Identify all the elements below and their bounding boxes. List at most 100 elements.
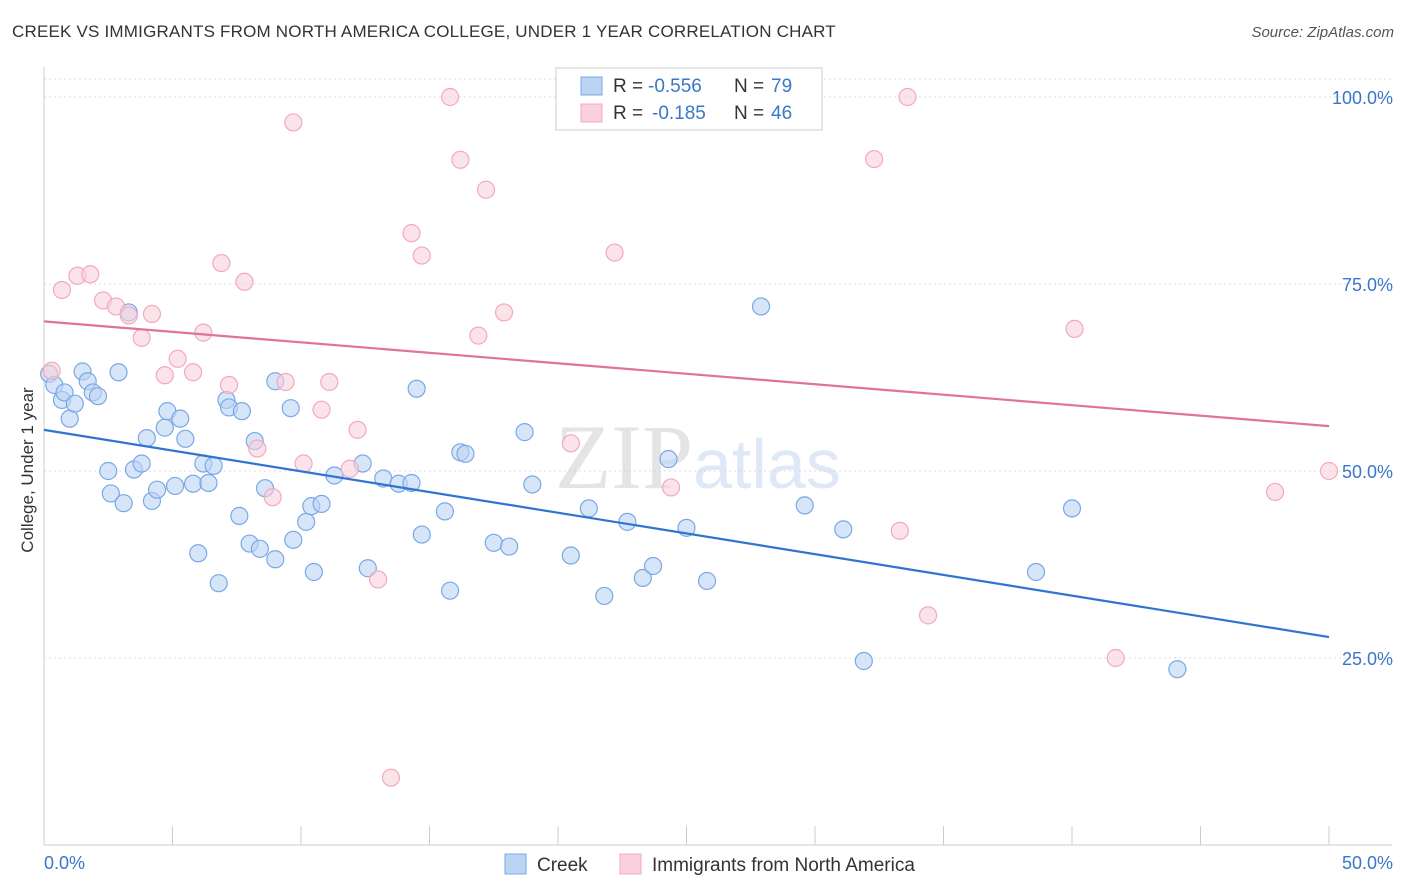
- y-tick-label: 100.0%: [1332, 88, 1393, 108]
- immigrants-point-30: [451, 150, 470, 169]
- immigrants-point-36: [661, 478, 681, 497]
- creek-point-20: [155, 418, 174, 437]
- immigrants-point-38: [890, 521, 909, 540]
- immigrants-point-33: [494, 303, 514, 322]
- creek-point-69: [659, 449, 678, 469]
- creek-point-78: [1168, 660, 1187, 679]
- y-tick-label: 50.0%: [1342, 462, 1393, 482]
- creek-point-65: [595, 586, 614, 606]
- creek-point-64: [579, 499, 598, 518]
- stat-r-label-1: R =: [613, 103, 643, 124]
- creek-point-23: [171, 409, 190, 428]
- creek-point-73: [795, 496, 814, 515]
- stat-n-value-0: 79: [771, 76, 792, 97]
- creek-point-53: [407, 379, 426, 398]
- creek-point-25: [183, 474, 203, 493]
- creek-point-60: [500, 537, 519, 556]
- creek-point-28: [199, 473, 218, 493]
- immigrants-point-15: [235, 272, 254, 291]
- immigrants-point-18: [276, 372, 295, 392]
- creek-point-17: [137, 428, 156, 448]
- immigrants-point-16: [248, 439, 267, 458]
- immigrants-point-3: [81, 265, 100, 284]
- immigrants-point-29: [440, 87, 460, 107]
- immigrants-point-21: [312, 400, 331, 419]
- creek-point-49: [358, 559, 377, 578]
- creek-point-62: [523, 475, 542, 494]
- creek-point-42: [284, 530, 303, 549]
- creek-point-77: [1062, 499, 1082, 518]
- immigrants-point-9: [155, 366, 174, 385]
- creek-trend-line: [43, 428, 1330, 639]
- creek-point-52: [402, 473, 421, 493]
- creek-point-75: [854, 651, 873, 671]
- creek-point-41: [281, 399, 300, 418]
- immigrants-point-34: [561, 434, 580, 453]
- creek-point-30: [209, 574, 228, 593]
- axes: [43, 67, 1392, 846]
- creek-point-72: [751, 297, 771, 316]
- creek-point-43: [297, 512, 316, 531]
- creek-point-74: [834, 520, 853, 539]
- creek-point-33: [230, 506, 249, 525]
- creek-point-39: [266, 550, 285, 569]
- creek-point-24: [176, 429, 195, 448]
- creek-point-5: [65, 394, 84, 413]
- chart-source: Source: ZipAtlas.com: [1251, 24, 1394, 41]
- x-tick-labels: 0.0% 50.0%: [44, 853, 1393, 873]
- immigrants-point-39: [898, 87, 917, 107]
- x-tick-label-min: 0.0%: [44, 853, 85, 873]
- creek-point-71: [697, 571, 717, 591]
- immigrants-point-11: [183, 363, 203, 382]
- stats-legend: R = -0.556 N = 79 R = -0.185 N = 46: [555, 67, 823, 131]
- immigrants-point-37: [865, 149, 884, 169]
- creek-point-54: [412, 525, 431, 544]
- chart-title: CREEK VS IMMIGRANTS FROM NORTH AMERICA C…: [12, 22, 836, 41]
- grid-lines: [44, 78, 1392, 659]
- x-tick-label-max: 50.0%: [1342, 853, 1393, 873]
- immigrants-point-14: [219, 375, 239, 395]
- immigrants-point-26: [381, 768, 401, 787]
- y-tick-labels: 25.0% 50.0% 75.0% 100.0%: [1332, 88, 1393, 669]
- creek-point-55: [435, 502, 455, 521]
- immigrants-point-43: [1265, 482, 1285, 502]
- immigrants-point-44: [1319, 461, 1339, 481]
- immigrants-point-5: [106, 297, 126, 316]
- immigrants-point-35: [605, 243, 624, 262]
- stat-r-value-0: -0.556: [648, 76, 702, 97]
- immigrants-point-23: [340, 459, 359, 478]
- watermark: ZIPatlas: [555, 406, 841, 508]
- creek-point-13: [114, 494, 133, 513]
- creek-point-19: [147, 480, 167, 499]
- creek-point-11: [101, 484, 120, 503]
- immigrants-point-42: [1106, 648, 1125, 668]
- immigrants-point-6: [119, 306, 138, 325]
- immigrants-point-28: [412, 246, 431, 265]
- y-tick-label: 25.0%: [1342, 649, 1393, 669]
- immigrants-point-24: [348, 420, 367, 439]
- creek-point-59: [484, 533, 503, 552]
- legend-immigrants-swatch: [619, 853, 642, 875]
- creek-point-16: [132, 454, 151, 473]
- immigrants-point-10: [168, 349, 187, 368]
- creek-point-10: [99, 461, 118, 481]
- immigrants-point-41: [1065, 319, 1084, 338]
- creek-point-26: [189, 544, 208, 563]
- creek-point-68: [643, 556, 663, 576]
- creek-point-45: [304, 562, 323, 582]
- creek-point-46: [312, 494, 331, 514]
- creek-point-56: [440, 581, 460, 600]
- bottom-legend: Creek Immigrants from North America: [504, 853, 915, 876]
- stat-r-value-1: -0.185: [652, 103, 706, 124]
- creek-point-3: [55, 383, 74, 402]
- creek-point-76: [1026, 562, 1046, 582]
- stat-n-value-1: 46: [771, 103, 792, 124]
- immigrants-point-27: [402, 224, 421, 243]
- immigrants-point-7: [132, 328, 151, 347]
- legend-creek-swatch: [504, 853, 527, 875]
- immigrants-point-25: [369, 570, 388, 589]
- creek-point-12: [109, 363, 128, 382]
- immigrants-point-31: [469, 326, 488, 345]
- trend-lines: [43, 320, 1330, 639]
